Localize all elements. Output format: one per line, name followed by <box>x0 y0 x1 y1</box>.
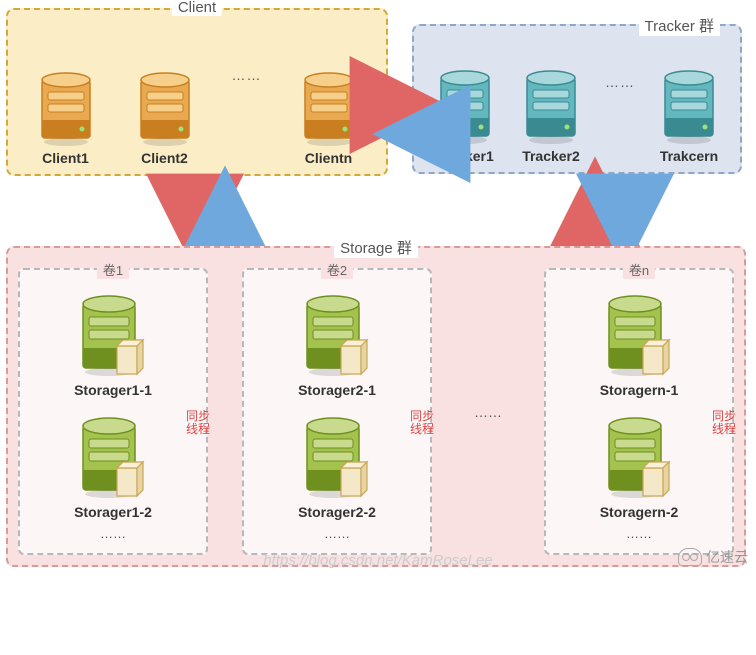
storage-server: Storager1-1 <box>73 284 153 398</box>
ellipsis: …… <box>605 74 635 90</box>
storage-server: Storager2-1 <box>297 284 377 398</box>
tracker-group: Tracker 群 Tracker1 Tracker2 …… Trakcern <box>412 24 742 174</box>
tracker-server: Trakcern <box>657 60 721 164</box>
logo-watermark: 亿速云 <box>678 547 748 567</box>
ellipsis: …… <box>232 67 262 83</box>
storage-group: Storage 群 卷1 Storager1-1 同步线程 Storager1-… <box>6 246 746 567</box>
sync-label: 同步线程 <box>186 410 210 436</box>
storage-server: Storagern-2 <box>599 406 679 520</box>
ellipsis: …… <box>474 404 502 420</box>
client-group: Client Client1 Client2 …… Clientn <box>6 8 388 176</box>
storage-server: Storager1-2 <box>73 406 153 520</box>
sync-label: 同步线程 <box>410 410 434 436</box>
storage-server: Storager2-2 <box>297 406 377 520</box>
watermark: https://blog.csdn.net/KamRoseLee <box>263 552 492 569</box>
storage-server: Storagern-1 <box>599 284 679 398</box>
client-title: Client <box>172 0 222 16</box>
storage-title: Storage 群 <box>334 237 418 258</box>
client-server: Client2 <box>133 62 197 166</box>
client-server: Client1 <box>34 62 98 166</box>
sync-label: 同步线程 <box>712 410 736 436</box>
client-server: Clientn <box>297 62 361 166</box>
tracker-title: Tracker 群 <box>639 15 720 36</box>
volume-group: 卷n Storagern-1 同步线程 Storagern-2 …… <box>544 268 734 555</box>
cloud-icon <box>678 548 702 566</box>
tracker-server: Tracker2 <box>519 60 583 164</box>
tracker-server: Tracker1 <box>433 60 497 164</box>
volume-group: 卷2 Storager2-1 同步线程 Storager2-2 …… <box>242 268 432 555</box>
volume-group: 卷1 Storager1-1 同步线程 Storager1-2 …… <box>18 268 208 555</box>
